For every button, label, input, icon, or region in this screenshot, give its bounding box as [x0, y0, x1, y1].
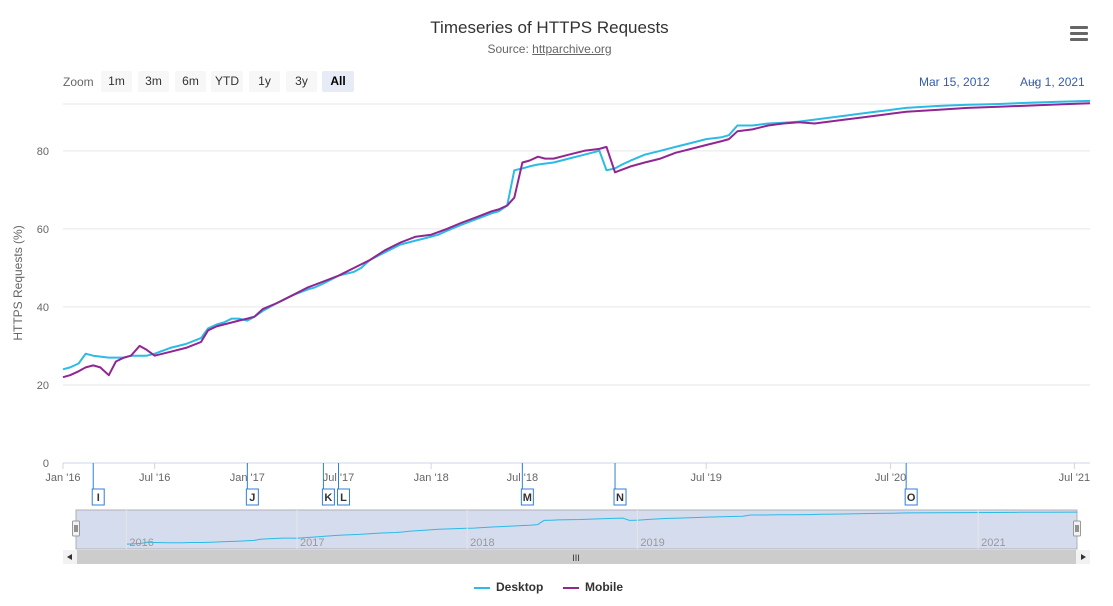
- range-arrow: →: [1027, 73, 1040, 88]
- flag-marker[interactable]: [337, 488, 351, 506]
- scroll-right-arrow-icon[interactable]: [1081, 554, 1086, 560]
- x-tick-label: Jan '18: [414, 472, 449, 484]
- legend-item-desktop[interactable]: Desktop: [474, 580, 543, 594]
- zoom-label: Zoom: [63, 75, 94, 89]
- scrollbar-thumb[interactable]: [77, 550, 1076, 564]
- y-tick-label: 60: [37, 224, 49, 236]
- x-tick-label: Jan '16: [45, 472, 80, 484]
- zoom-all-button[interactable]: All: [322, 71, 354, 92]
- flag-marker[interactable]: [904, 488, 918, 506]
- navigator-label: 2016: [129, 537, 153, 549]
- flag-marker[interactable]: [321, 488, 335, 506]
- navigator-mask: [75, 509, 1078, 550]
- flag-label: O: [907, 492, 916, 504]
- x-tick-label: Jul '16: [139, 472, 170, 484]
- y-axis-title: HTTPS Requests (%): [11, 225, 25, 340]
- navigator-label: 2018: [470, 537, 494, 549]
- source-link[interactable]: httparchive.org: [532, 42, 612, 56]
- navigator-label: 2021: [981, 537, 1005, 549]
- range-from-input[interactable]: Mar 15, 2012: [919, 75, 990, 89]
- navigator-label: 2017: [300, 537, 324, 549]
- flag-label: N: [616, 492, 624, 504]
- chart-title: Timeseries of HTTPS Requests: [430, 18, 669, 37]
- x-tick-label: Jul '21: [1059, 472, 1090, 484]
- series-line-desktop[interactable]: [62, 99, 1091, 371]
- chart-subtitle: Source: httparchive.org: [0, 42, 1099, 56]
- navigator-label: 2019: [640, 537, 664, 549]
- flag-label: L: [340, 492, 347, 504]
- y-tick-label: 80: [37, 146, 49, 158]
- flag-marker[interactable]: [520, 488, 534, 506]
- zoom-6m-button[interactable]: 6m: [175, 71, 206, 92]
- scrollbar-grip: III: [572, 553, 580, 563]
- subtitle-prefix: Source:: [487, 42, 533, 56]
- chart-menu-icon[interactable]: [1068, 26, 1090, 44]
- legend-desktop-swatch: [474, 586, 490, 589]
- y-tick-label: 0: [43, 458, 49, 470]
- x-tick-label: Jul '19: [690, 472, 721, 484]
- flag-marker[interactable]: [613, 488, 627, 506]
- legend-item-mobile[interactable]: Mobile: [563, 580, 623, 594]
- y-tick-label: 40: [37, 302, 49, 314]
- zoom-1y-button[interactable]: 1y: [249, 71, 280, 92]
- zoom-3m-button[interactable]: 3m: [138, 71, 169, 92]
- navigator-handle-left[interactable]: [72, 520, 80, 537]
- flag-marker[interactable]: [245, 488, 259, 506]
- flag-label: K: [324, 492, 332, 504]
- series-line-mobile[interactable]: [62, 102, 1091, 379]
- legend-mobile-swatch: [563, 586, 579, 589]
- zoom-3y-button[interactable]: 3y: [286, 71, 317, 92]
- y-tick-label: 20: [37, 380, 49, 392]
- navigator-series: [126, 511, 1078, 545]
- legend-mobile-label: Mobile: [585, 580, 623, 594]
- navigator-handle-right[interactable]: [1073, 520, 1081, 537]
- flag-label: J: [249, 492, 255, 504]
- scroll-left-arrow-icon[interactable]: [67, 554, 72, 560]
- legend-desktop-label: Desktop: [496, 580, 544, 594]
- x-tick-label: Jul '20: [875, 472, 906, 484]
- zoom-1m-button[interactable]: 1m: [101, 71, 132, 92]
- flag-label: M: [523, 492, 532, 504]
- flag-marker[interactable]: [91, 488, 105, 506]
- zoom-ytd-button[interactable]: YTD: [211, 71, 243, 92]
- flag-label: I: [97, 492, 100, 504]
- range-to-input[interactable]: Aug 1, 2021: [1020, 75, 1085, 89]
